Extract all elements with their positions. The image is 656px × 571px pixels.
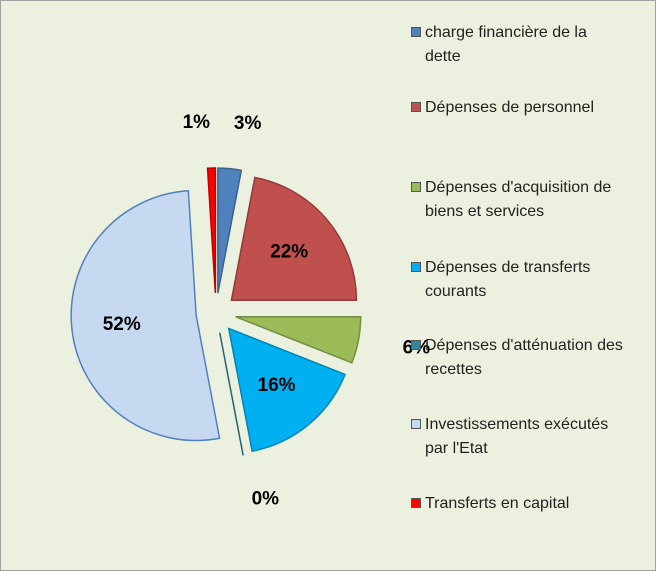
data-label: 1% (183, 112, 211, 133)
legend-entry: Transferts en capital (411, 492, 625, 516)
legend-swatch (411, 419, 421, 429)
pie-slice (230, 176, 358, 302)
legend-entry: Investissements exécutés par l'Etat (411, 413, 625, 461)
legend-label: Investissements exécutés par l'Etat (425, 416, 609, 457)
data-label: 52% (103, 314, 141, 335)
data-label: 3% (234, 113, 262, 134)
data-label: 22% (270, 241, 308, 262)
legend-swatch (411, 182, 421, 192)
legend-entry: Dépenses d'atténuation des recettes (411, 334, 625, 382)
legend-swatch (411, 262, 421, 272)
legend-swatch (411, 27, 421, 37)
pie-slice (227, 327, 346, 453)
legend-label: Dépenses de personnel (425, 99, 595, 116)
legend-entry: Dépenses de transferts courants (411, 256, 625, 304)
pie-slice (235, 315, 362, 364)
pie-slice (217, 167, 243, 294)
legend-label: Dépenses d'acquisition de biens et servi… (425, 179, 612, 220)
legend-entry: Dépenses de personnel (411, 96, 625, 120)
legend-swatch (411, 340, 421, 350)
pie-slice (206, 167, 217, 294)
legend-entry: Dépenses d'acquisition de biens et servi… (411, 176, 625, 224)
legend-entry: charge financière de la dette (411, 21, 625, 69)
legend-label: charge financière de la dette (425, 24, 587, 65)
legend-label: Transferts en capital (425, 495, 570, 512)
legend-label: Dépenses d'atténuation des recettes (425, 337, 623, 378)
data-label: 0% (252, 489, 280, 510)
legend-swatch (411, 498, 421, 508)
data-label: 16% (258, 375, 296, 396)
legend-label: Dépenses de transferts courants (425, 259, 591, 300)
pie-slice (70, 189, 221, 442)
legend-swatch (411, 102, 421, 112)
